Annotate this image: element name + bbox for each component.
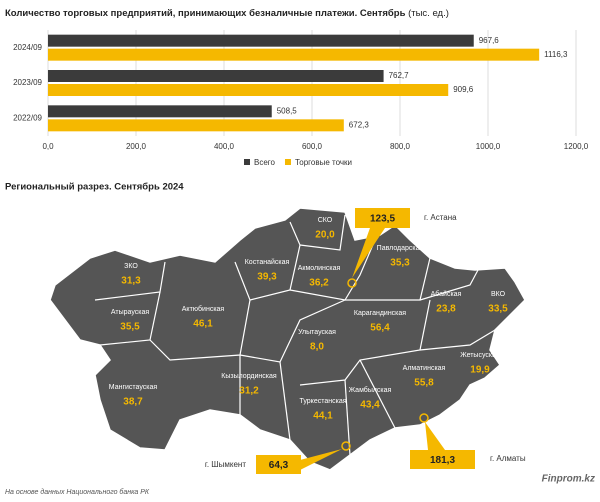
x-tick-label: 1000,0 [476, 142, 501, 151]
region-value: 39,3 [257, 272, 277, 283]
x-tick-label: 800,0 [390, 142, 411, 151]
region-value: 8,0 [310, 342, 324, 353]
city-markers [300, 228, 445, 470]
region-name: ВКО [491, 291, 506, 298]
city-name: г. Алматы [490, 454, 526, 463]
region-value: 23,8 [436, 304, 456, 315]
region-value: 19,9 [470, 365, 490, 376]
value-label: 672,3 [349, 120, 370, 129]
x-tick-label: 400,0 [214, 142, 235, 151]
bar [48, 105, 272, 118]
region-name: Акмолинская [298, 265, 341, 272]
region-name: Мангистауская [109, 384, 158, 391]
region-value: 31,2 [239, 386, 259, 397]
y-tick-label: 2023/09 [13, 78, 42, 87]
region-value: 44,1 [313, 411, 333, 422]
value-label: 1116,3 [544, 50, 568, 59]
region-value: 35,3 [390, 258, 410, 269]
region-name: Павлодарская [377, 245, 424, 252]
region-name: Алматинская [403, 365, 446, 372]
city-value: 64,3 [269, 460, 289, 471]
region-value: 38,7 [123, 397, 143, 408]
city-value: 123,5 [370, 214, 395, 225]
value-label: 967,6 [479, 36, 500, 45]
region-name: ЗКО [124, 263, 138, 270]
bar-title: Количество торговых предприятий, принима… [5, 8, 449, 19]
region-value: 36,2 [309, 278, 329, 289]
city-box [410, 450, 475, 469]
y-tick-label: 2022/09 [13, 113, 42, 122]
legend-swatch [244, 159, 250, 165]
map-shape [49, 207, 526, 471]
legend-label: Всего [254, 158, 276, 167]
city-name: г. Астана [424, 213, 457, 222]
region-name: Жетысуская [460, 352, 500, 359]
region-value: 56,4 [370, 323, 390, 334]
city-value: 181,3 [430, 455, 455, 466]
region-value: 20,0 [315, 230, 335, 241]
bar [48, 34, 474, 47]
legend-label: Торговые точки [295, 158, 352, 167]
x-tick-label: 600,0 [302, 142, 323, 151]
region-name: Туркестанская [299, 398, 346, 405]
bar [48, 48, 540, 61]
region-name: Жамбылская [349, 386, 392, 394]
region-name: Карагандинская [354, 310, 406, 317]
bar [48, 70, 384, 82]
x-tick-label: 0,0 [42, 142, 54, 151]
value-label: 909,6 [453, 85, 474, 94]
region-value: 55,8 [414, 378, 434, 389]
region-name: Улытауская [298, 329, 336, 336]
region-value: 43,4 [360, 400, 380, 411]
region-value: 46,1 [193, 319, 213, 330]
brand: Finprom.kz [542, 474, 595, 485]
region-name: СКО [318, 217, 333, 224]
bar [48, 84, 449, 96]
region-name: Актюбинская [182, 305, 225, 313]
city-box [355, 208, 410, 228]
x-tick-label: 200,0 [126, 142, 147, 151]
legend-swatch [284, 159, 291, 165]
region-value: 31,3 [121, 276, 141, 287]
source: На основе данных Национального банка РК [5, 488, 150, 496]
value-label: 508,5 [277, 106, 298, 115]
region-name: Костанайская [245, 258, 290, 266]
region-name: Атырауская [111, 309, 149, 316]
map-title: Региональный разрез. Сентябрь 2024 [5, 182, 184, 193]
city-box [256, 455, 301, 474]
region-value: 33,5 [488, 304, 508, 315]
value-label: 762,7 [389, 71, 410, 80]
x-tick-label: 1200,0 [564, 142, 589, 151]
region-value: 35,5 [120, 322, 140, 333]
city-name: г. Шымкент [205, 460, 246, 469]
y-tick-label: 2024/09 [13, 43, 42, 52]
region-name: Кызылординская [221, 373, 277, 380]
bar [48, 119, 344, 132]
region-name: Абайская [431, 290, 462, 298]
